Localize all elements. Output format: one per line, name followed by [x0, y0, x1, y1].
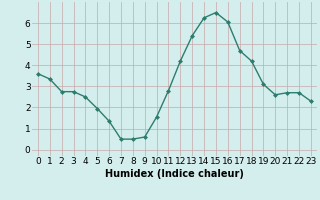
- X-axis label: Humidex (Indice chaleur): Humidex (Indice chaleur): [105, 169, 244, 179]
